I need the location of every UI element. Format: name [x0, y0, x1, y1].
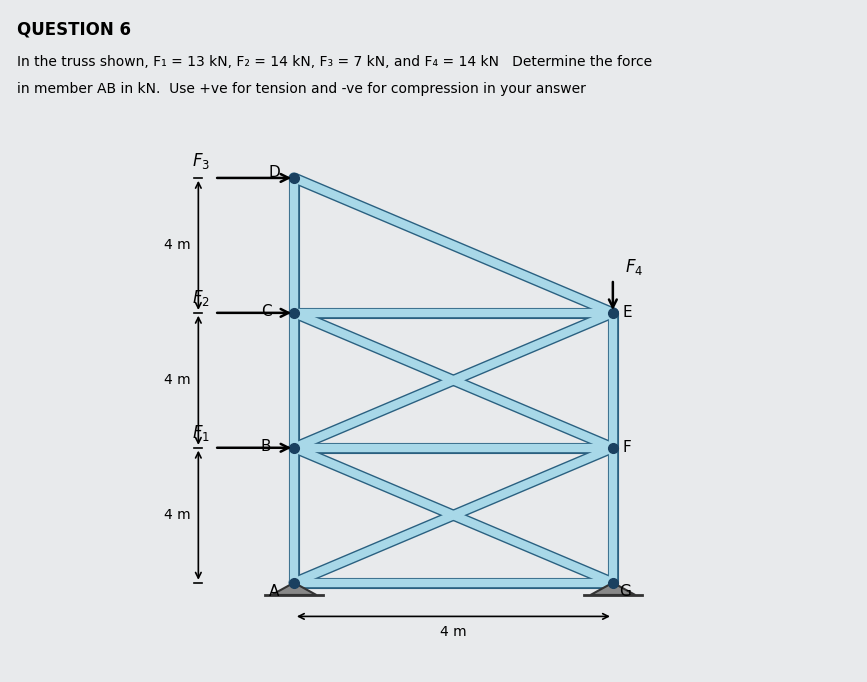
- Text: in member AB in kN.  Use +ve for tension and -ve for compression in your answer: in member AB in kN. Use +ve for tension …: [17, 82, 586, 96]
- Text: G: G: [619, 584, 631, 599]
- Text: 4 m: 4 m: [440, 625, 466, 639]
- Text: F: F: [623, 441, 631, 456]
- Polygon shape: [590, 582, 636, 595]
- Text: B: B: [261, 439, 271, 454]
- Text: $F_4$: $F_4$: [625, 257, 643, 278]
- Text: D: D: [268, 165, 280, 180]
- Text: C: C: [261, 303, 271, 318]
- Text: QUESTION 6: QUESTION 6: [17, 20, 131, 38]
- Text: $F_2$: $F_2$: [192, 288, 211, 308]
- Text: 4 m: 4 m: [164, 239, 191, 252]
- Text: 4 m: 4 m: [164, 373, 191, 387]
- Text: In the truss shown, F₁ = 13 kN, F₂ = 14 kN, F₃ = 7 kN, and F₄ = 14 kN   Determin: In the truss shown, F₁ = 13 kN, F₂ = 14 …: [17, 55, 653, 69]
- Text: E: E: [623, 306, 632, 321]
- Polygon shape: [271, 582, 316, 595]
- Text: $F_3$: $F_3$: [192, 151, 211, 171]
- Text: A: A: [269, 584, 279, 599]
- Text: 4 m: 4 m: [164, 508, 191, 522]
- Text: $F_1$: $F_1$: [192, 423, 211, 443]
